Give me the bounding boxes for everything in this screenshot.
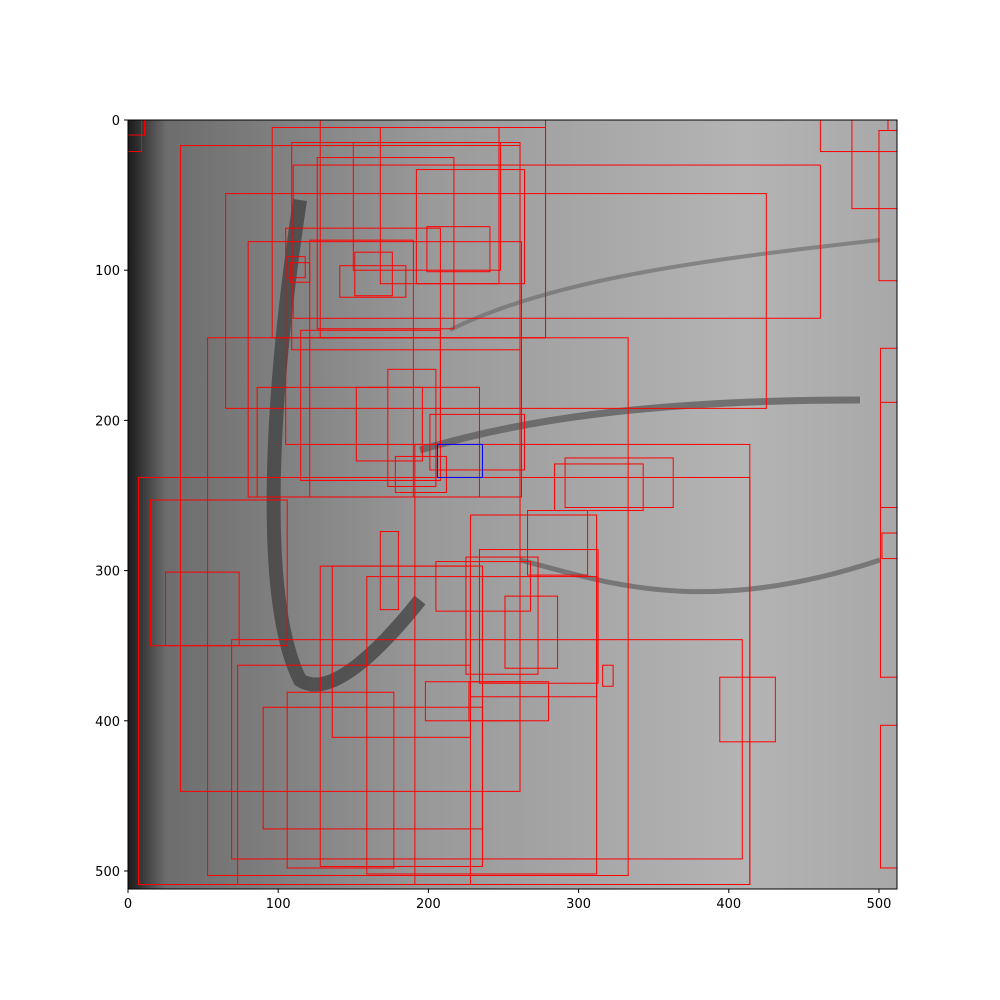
y-tick-label: 500 — [95, 865, 120, 880]
box — [237, 664, 471, 885]
box — [225, 193, 767, 409]
box — [286, 691, 395, 869]
x-tick-label: 100 — [266, 897, 291, 912]
box — [286, 256, 306, 279]
box — [289, 262, 311, 283]
box — [424, 681, 521, 722]
box — [354, 251, 393, 297]
box — [379, 531, 399, 611]
box — [291, 142, 521, 351]
box — [465, 556, 539, 675]
box — [339, 265, 407, 298]
x-tick-label: 500 — [867, 897, 892, 912]
box — [719, 676, 776, 743]
box — [504, 595, 559, 669]
box — [300, 329, 441, 481]
box — [231, 639, 743, 860]
box — [602, 664, 614, 687]
y-tick-label: 400 — [95, 715, 120, 730]
box — [527, 510, 589, 576]
box — [469, 514, 598, 698]
x-tick-label: 300 — [566, 897, 591, 912]
box — [415, 169, 526, 285]
x-tick-label: 0 — [124, 897, 132, 912]
box — [180, 145, 521, 792]
y-tick-label: 300 — [95, 565, 120, 580]
y-tick-label: 200 — [95, 414, 120, 429]
box — [426, 226, 491, 273]
box — [309, 239, 414, 498]
x-tick-label: 400 — [716, 897, 741, 912]
box — [478, 549, 599, 684]
box — [387, 368, 437, 487]
box — [165, 571, 240, 647]
box — [207, 337, 629, 876]
box — [435, 561, 532, 612]
box — [554, 463, 644, 512]
image — [128, 120, 897, 889]
box — [366, 576, 598, 875]
x-tick-label: 200 — [416, 897, 441, 912]
y-tick-label: 0 — [112, 114, 120, 129]
box — [564, 457, 674, 509]
box — [316, 157, 455, 330]
box — [394, 455, 447, 493]
highlight-box — [436, 443, 483, 478]
y-tick-label: 100 — [95, 264, 120, 279]
box — [414, 443, 751, 885]
axes-frame — [127, 119, 898, 890]
box — [429, 413, 526, 471]
